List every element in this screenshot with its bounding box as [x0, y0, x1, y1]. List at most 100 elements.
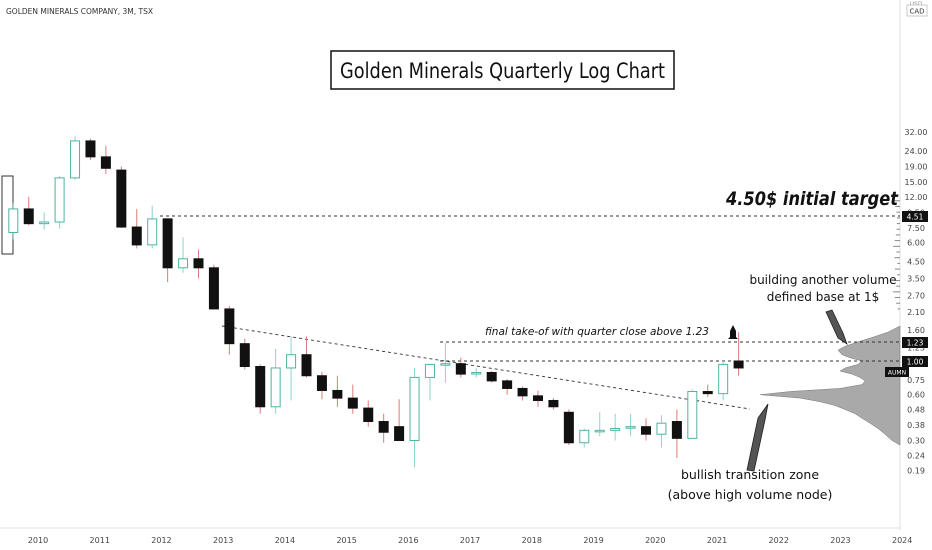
x-tick-label: 2020: [645, 536, 665, 545]
zone-annotation-line2: (above high volume node): [668, 487, 833, 502]
zone-arrow-icon: [746, 403, 769, 472]
candle-body: [378, 421, 389, 433]
x-tick-label: 2023: [830, 536, 850, 545]
y-tick-label: 1.60: [907, 326, 925, 335]
candle-body: [100, 156, 111, 169]
candle-body: [347, 397, 358, 409]
candle-body: [440, 363, 451, 366]
target-annotation: 4.50$ initial target: [725, 188, 899, 210]
currency-top-label: USD: [910, 1, 923, 8]
y-tick-label: 0.38: [907, 421, 925, 430]
x-tick-label: 2021: [707, 536, 727, 545]
x-tick-label: 2022: [769, 536, 789, 545]
candle-body: [409, 376, 420, 442]
candle-body: [208, 267, 219, 310]
y-tick-label: 0.30: [907, 437, 925, 446]
candle-body: [23, 208, 34, 225]
base-annotation-line2: defined base at 1$: [767, 290, 880, 304]
y-tick-label: 24.00: [905, 147, 928, 156]
candle-body: [517, 387, 528, 397]
y-tick-label: 32.00: [905, 128, 928, 137]
base-arrow-icon: [825, 309, 848, 346]
candle-body: [563, 411, 574, 444]
y-tick-label: 0.19: [907, 467, 925, 476]
takeoff-price-tag: [902, 337, 928, 348]
candle-body: [85, 140, 96, 158]
base-price-tag: [902, 356, 928, 367]
currency-label: CAD: [909, 8, 924, 16]
y-tick-label: 2.70: [907, 291, 925, 300]
x-tick-label: 2011: [90, 536, 110, 545]
candle-body: [656, 422, 667, 435]
candle-body: [594, 429, 605, 433]
y-tick-label: 0.60: [907, 391, 925, 400]
candle-body: [532, 395, 543, 401]
candle-body: [579, 429, 590, 444]
base-annotation-line1: building another volume: [749, 273, 896, 287]
y-tick-label: 12.00: [905, 193, 928, 202]
candle-body: [502, 380, 513, 389]
candle-body: [363, 407, 374, 423]
candle-body: [702, 391, 713, 395]
candle-body: [316, 375, 327, 391]
candle-body: [54, 177, 65, 223]
y-tick-label: 19.00: [905, 163, 928, 172]
x-tick-label: 2017: [460, 536, 480, 545]
volume-profile: [759, 200, 901, 446]
candle-body: [239, 343, 250, 368]
takeoff-price-label: 1.23: [907, 339, 924, 348]
x-tick-label: 2013: [213, 536, 233, 545]
y-tick-label: 0.48: [907, 405, 925, 414]
x-tick-label: 2015: [336, 536, 356, 545]
candle-body: [70, 140, 81, 179]
y-tick-label: 6.00: [907, 239, 925, 248]
currency-badge[interactable]: [906, 4, 928, 17]
target-price-tag: [902, 211, 928, 222]
y-tick-label: 4.50: [907, 258, 925, 267]
target-price-label: 4.51: [907, 213, 924, 222]
y-tick-label: 7.50: [907, 224, 925, 233]
candle-body: [116, 169, 127, 228]
candle-body: [286, 354, 297, 369]
volume-profile-shape: [759, 325, 901, 446]
candle-body: [255, 366, 266, 408]
y-tick-label: 0.24: [907, 451, 925, 460]
x-tick-label: 2012: [151, 536, 171, 545]
candle-body: [394, 426, 405, 442]
candle-body: [718, 363, 729, 395]
base-price-label: 1.00: [907, 358, 924, 367]
chart-title: Golden Minerals Quarterly Log Chart: [340, 59, 665, 83]
candle-body: [471, 372, 482, 375]
ticker-label: AUMN: [888, 370, 906, 377]
candle-body: [193, 258, 204, 269]
candle-body: [270, 367, 281, 408]
candle-body: [455, 363, 466, 375]
candle-body: [8, 208, 19, 233]
y-tick-label: 3.50: [907, 274, 925, 283]
x-tick-label: 2014: [275, 536, 295, 545]
candle-body: [301, 354, 312, 377]
candles: [8, 136, 744, 468]
candle-body: [147, 218, 158, 246]
candle-body: [486, 372, 497, 382]
title-box: [330, 50, 675, 90]
candle-body: [625, 426, 636, 429]
candle-body: [687, 391, 698, 439]
candle-body: [162, 218, 173, 269]
y-tick-label: 2.10: [907, 308, 925, 317]
rocket-icon: [728, 325, 738, 339]
candle-body: [548, 399, 559, 408]
y-tick-label: 0.75: [907, 376, 925, 385]
candle-body: [733, 360, 744, 369]
candle-body: [671, 421, 682, 439]
candle-body: [39, 221, 50, 225]
takeoff-annotation: final take-of with quarter close above 1…: [485, 325, 709, 338]
x-tick-label: 2024: [892, 536, 912, 545]
y-axis: 32.0024.0019.0015.0012.009.507.506.004.5…: [905, 128, 928, 476]
x-tick-label: 2018: [522, 536, 542, 545]
zone-annotation-line1: bullish transition zone: [681, 467, 819, 482]
candle-body: [641, 426, 652, 435]
candle-body: [131, 226, 142, 246]
symbol-line: GOLDEN MINERALS COMPANY, 3M, TSX: [6, 7, 153, 16]
